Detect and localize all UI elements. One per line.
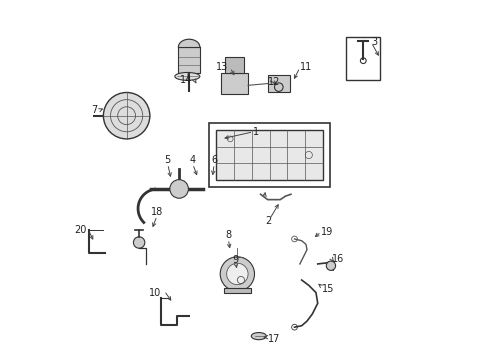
Bar bbox=[221, 73, 247, 94]
Text: 2: 2 bbox=[264, 216, 271, 226]
Text: 3: 3 bbox=[370, 37, 377, 48]
Text: 6: 6 bbox=[211, 156, 217, 165]
Text: 9: 9 bbox=[232, 255, 238, 265]
Text: 15: 15 bbox=[322, 284, 334, 294]
Text: 14: 14 bbox=[180, 75, 192, 85]
Text: 12: 12 bbox=[267, 77, 280, 87]
Bar bbox=[267, 75, 289, 93]
Text: 11: 11 bbox=[299, 63, 311, 72]
Polygon shape bbox=[178, 39, 200, 47]
Text: 19: 19 bbox=[321, 227, 333, 237]
Bar bbox=[224, 288, 250, 293]
Text: 10: 10 bbox=[149, 288, 162, 297]
Circle shape bbox=[220, 257, 254, 291]
Text: 1: 1 bbox=[252, 127, 258, 137]
Circle shape bbox=[169, 180, 188, 198]
Bar bbox=[216, 130, 323, 180]
Ellipse shape bbox=[251, 333, 266, 340]
Text: 20: 20 bbox=[74, 225, 86, 235]
Bar bbox=[346, 37, 380, 80]
Text: 13: 13 bbox=[216, 63, 228, 72]
Text: 7: 7 bbox=[91, 105, 97, 115]
Text: 17: 17 bbox=[267, 334, 280, 344]
Bar bbox=[224, 57, 244, 73]
Text: 4: 4 bbox=[189, 156, 195, 165]
Text: 18: 18 bbox=[150, 207, 163, 217]
Text: 8: 8 bbox=[225, 230, 231, 240]
Bar bbox=[208, 123, 329, 187]
Text: 5: 5 bbox=[164, 156, 170, 165]
Ellipse shape bbox=[175, 72, 200, 80]
Circle shape bbox=[133, 237, 144, 248]
Circle shape bbox=[103, 93, 149, 139]
Circle shape bbox=[226, 263, 247, 285]
Text: 16: 16 bbox=[331, 254, 344, 264]
Bar bbox=[178, 47, 200, 73]
Circle shape bbox=[325, 261, 335, 270]
